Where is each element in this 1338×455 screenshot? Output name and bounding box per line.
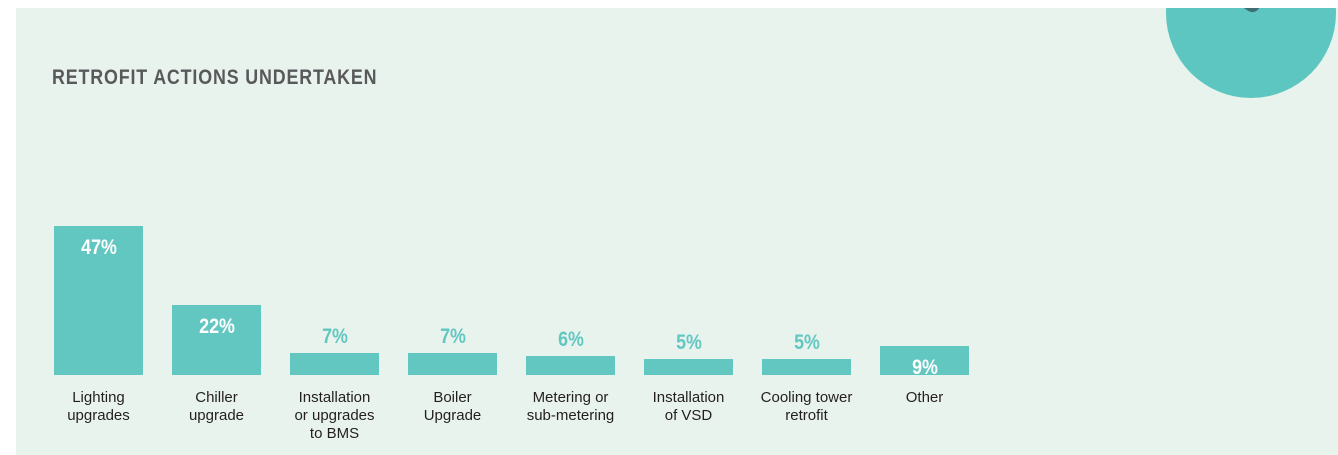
x-tick-label: Metering or sub-metering xyxy=(526,389,615,424)
x-tick-label: Other xyxy=(905,389,944,406)
chart-panel: RETROFIT ACTIONS UNDERTAKEN 47% Lighting … xyxy=(16,8,1338,455)
x-tick-label: Installation of VSD xyxy=(652,389,725,424)
bar xyxy=(762,359,851,375)
x-tick-label: Chiller upgrade xyxy=(188,389,245,424)
x-tick-label: Cooling tower retrofit xyxy=(760,389,853,424)
bar xyxy=(644,359,733,375)
value-label: 6% xyxy=(558,327,584,351)
value-label: 47% xyxy=(81,236,117,259)
value-label: 9% xyxy=(912,356,938,380)
value-label: 5% xyxy=(676,331,702,355)
value-label: 5% xyxy=(794,331,820,355)
value-label: 22% xyxy=(199,315,235,339)
bar xyxy=(54,226,143,375)
x-tick-label: Boiler Upgrade xyxy=(423,389,482,424)
bar xyxy=(526,355,615,375)
bar xyxy=(408,352,497,375)
bar xyxy=(290,352,379,375)
bar xyxy=(880,346,969,375)
bar xyxy=(172,305,261,375)
x-tick-label: Lighting upgrades xyxy=(67,389,130,424)
value-label: 7% xyxy=(322,324,348,348)
value-label: 7% xyxy=(440,324,466,348)
decoration-circle xyxy=(1166,8,1336,98)
chart-title: RETROFIT ACTIONS UNDERTAKEN xyxy=(52,66,378,89)
x-tick-label: Installation or upgrades to BMS xyxy=(294,389,375,442)
